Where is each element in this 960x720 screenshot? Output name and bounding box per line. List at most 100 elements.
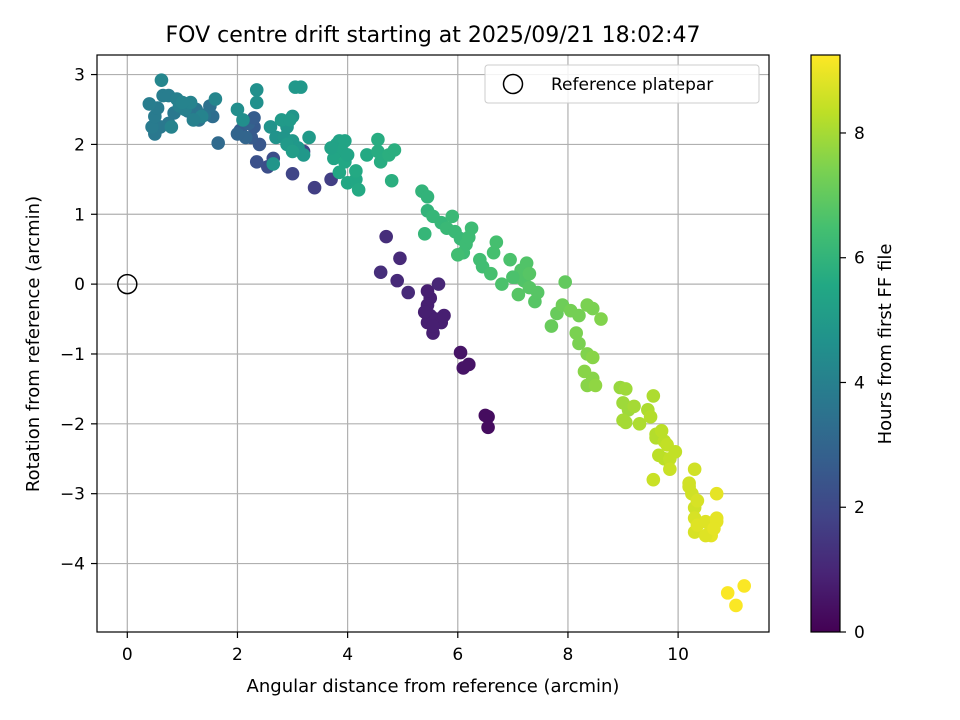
- data-points: [142, 73, 752, 613]
- scatter-point: [417, 305, 432, 319]
- y-axis-label: Rotation from reference (arcmin): [23, 196, 44, 492]
- scatter-point: [511, 287, 526, 302]
- scatter-point: [387, 143, 402, 157]
- scatter-point: [145, 120, 159, 134]
- scatter-point: [327, 151, 341, 166]
- y-tick-label: 0: [74, 275, 85, 295]
- scatter-point: [729, 598, 743, 613]
- scatter-point: [646, 472, 661, 487]
- scatter-point: [384, 173, 399, 188]
- scatter-point: [687, 462, 702, 477]
- scatter-point: [572, 336, 586, 351]
- x-tick-label: 0: [122, 645, 133, 665]
- scatter-point: [186, 113, 201, 127]
- grid-lines: [97, 55, 769, 632]
- scatter-point: [371, 144, 385, 159]
- colorbar-tick-label: 0: [854, 623, 865, 643]
- scatter-point: [450, 247, 465, 262]
- colorbar-gradient: [810, 54, 841, 633]
- scatter-point: [338, 134, 352, 148]
- scatter-point: [340, 148, 355, 162]
- scatter-point: [484, 266, 498, 281]
- scatter-point: [230, 102, 245, 117]
- y-tick-label: 3: [74, 66, 85, 86]
- scatter-point: [236, 113, 250, 127]
- scatter-point: [720, 586, 735, 600]
- scatter-point: [230, 127, 245, 141]
- scatter-point: [445, 209, 460, 224]
- scatter-point: [351, 183, 366, 197]
- scatter-point: [585, 301, 600, 316]
- scatter-point: [417, 227, 432, 241]
- scatter-point: [437, 308, 451, 323]
- scatter-point: [294, 80, 308, 94]
- scatter-point: [569, 326, 584, 340]
- chart-title: FOV centre drift starting at 2025/09/21 …: [166, 23, 701, 48]
- scatter-point: [373, 265, 388, 280]
- scatter-point: [663, 462, 677, 477]
- scatter-point: [682, 476, 696, 491]
- scatter-point: [572, 308, 586, 323]
- scatter-point: [737, 579, 752, 593]
- y-tick-label: 2: [74, 135, 85, 155]
- scatter-point: [360, 148, 374, 162]
- scatter-point: [503, 252, 517, 267]
- scatter-point: [211, 136, 225, 150]
- x-tick-label: 6: [452, 645, 463, 665]
- scatter-point: [707, 521, 721, 536]
- colorbar-label: Hours from first FF file: [875, 244, 896, 445]
- scatter-point: [420, 284, 435, 298]
- scatter-point: [349, 164, 363, 178]
- x-tick-label: 10: [667, 645, 689, 665]
- scatter-point: [154, 73, 169, 87]
- scatter-point: [324, 141, 338, 155]
- scatter-point: [495, 277, 509, 291]
- scatter-point: [506, 270, 520, 284]
- scatter-point: [208, 92, 223, 106]
- scatter-point: [420, 190, 435, 204]
- scatter-point: [519, 256, 534, 270]
- scatter-point: [627, 399, 641, 414]
- scatter-point: [585, 350, 600, 365]
- colorbar-tick-label: 2: [854, 498, 865, 518]
- colorbar-tick-label: 8: [854, 124, 865, 144]
- scatter-point: [426, 319, 440, 333]
- scatter-point: [709, 486, 724, 501]
- scatter-point: [643, 410, 658, 424]
- scatter-point: [247, 111, 261, 125]
- scatter-point: [462, 357, 476, 372]
- scatter-point: [558, 275, 572, 289]
- scatter-point: [486, 245, 501, 260]
- colorbar: 0 2 4 6 8 Hours from first FF file: [810, 54, 896, 643]
- scatter-point: [285, 166, 300, 181]
- scatter-point: [164, 120, 179, 134]
- scatter-point: [175, 95, 190, 110]
- colorbar-tick-label: 4: [854, 373, 865, 393]
- scatter-point: [393, 251, 407, 266]
- scatter-point: [249, 155, 264, 169]
- scatter-point: [332, 165, 347, 180]
- scatter-point: [632, 417, 647, 431]
- scatter-point: [489, 235, 504, 250]
- legend-box: [484, 64, 760, 104]
- scatter-point: [390, 273, 404, 288]
- scatter-point: [544, 319, 559, 333]
- scatter-point: [285, 144, 300, 159]
- plot-frame: [96, 54, 770, 633]
- scatter-point: [618, 382, 633, 396]
- scatter-point: [282, 113, 297, 127]
- legend: Reference platepar: [484, 64, 760, 104]
- y-tick-label: 1: [74, 205, 85, 225]
- x-tick-label: 4: [342, 645, 353, 665]
- scatter-point: [594, 312, 608, 326]
- scatter-point: [464, 221, 479, 236]
- x-tick-label: 8: [563, 645, 574, 665]
- scatter-point: [249, 95, 264, 110]
- scatter-point: [142, 97, 157, 111]
- scatter-point: [654, 424, 669, 438]
- scatter-point: [522, 266, 537, 281]
- scatter-point: [401, 285, 416, 300]
- scatter-point: [307, 180, 322, 195]
